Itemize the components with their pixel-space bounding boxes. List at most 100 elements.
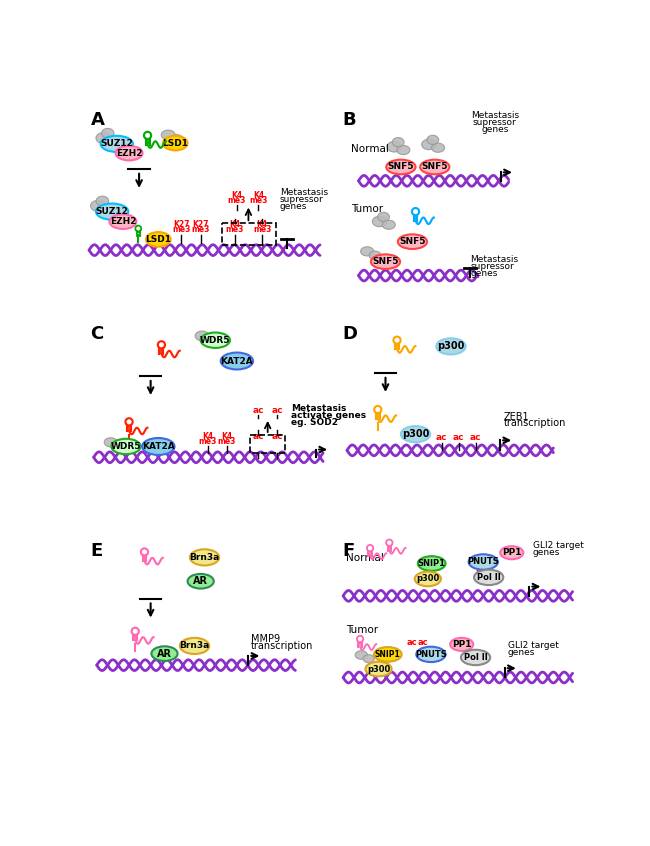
Text: SUZ12: SUZ12	[96, 207, 129, 216]
Text: ac: ac	[453, 433, 464, 442]
Ellipse shape	[107, 137, 120, 146]
Text: ac: ac	[253, 431, 264, 441]
Ellipse shape	[201, 332, 230, 348]
Text: supressor: supressor	[280, 195, 324, 205]
Text: SNF5: SNF5	[372, 257, 398, 266]
Ellipse shape	[221, 353, 253, 370]
Text: me3: me3	[227, 196, 246, 206]
Text: SUZ12: SUZ12	[100, 140, 133, 148]
Text: SNF5: SNF5	[399, 237, 426, 246]
Text: AR: AR	[157, 649, 172, 658]
Text: me3: me3	[192, 225, 210, 234]
Ellipse shape	[361, 247, 374, 256]
Text: me3: me3	[249, 196, 268, 206]
Text: K4: K4	[253, 190, 264, 200]
Ellipse shape	[469, 554, 498, 569]
Text: AR: AR	[193, 576, 208, 586]
Text: ac: ac	[436, 433, 447, 442]
Ellipse shape	[372, 217, 387, 227]
Ellipse shape	[132, 628, 139, 634]
Ellipse shape	[96, 204, 128, 220]
Text: Brn3a: Brn3a	[179, 641, 210, 651]
Ellipse shape	[418, 556, 445, 571]
Ellipse shape	[363, 655, 374, 662]
Ellipse shape	[146, 232, 171, 247]
Text: SNIP1: SNIP1	[418, 559, 446, 568]
Ellipse shape	[374, 647, 402, 662]
Ellipse shape	[96, 196, 109, 206]
Text: K4: K4	[257, 220, 268, 229]
Ellipse shape	[170, 135, 183, 144]
Ellipse shape	[401, 426, 430, 442]
Text: ac: ac	[271, 431, 283, 441]
Text: K4: K4	[202, 431, 213, 441]
Text: EZH2: EZH2	[116, 149, 142, 157]
Ellipse shape	[427, 135, 439, 145]
Text: genes: genes	[280, 202, 307, 212]
Text: p: p	[482, 564, 489, 574]
Text: Tumor: Tumor	[346, 625, 378, 634]
Ellipse shape	[190, 549, 219, 565]
Ellipse shape	[422, 140, 436, 150]
Ellipse shape	[387, 141, 402, 152]
Text: LSD1: LSD1	[162, 139, 188, 147]
Ellipse shape	[378, 212, 389, 222]
Text: transcription: transcription	[504, 419, 566, 428]
Ellipse shape	[371, 255, 400, 269]
Text: p300: p300	[402, 429, 429, 439]
Ellipse shape	[386, 540, 393, 546]
Text: supressor: supressor	[470, 261, 514, 271]
Text: Tumor: Tumor	[351, 204, 383, 214]
Text: Metastasis: Metastasis	[291, 404, 346, 413]
Text: E: E	[90, 542, 103, 560]
Text: genes: genes	[532, 548, 560, 557]
Text: me3: me3	[226, 225, 244, 234]
Text: C: C	[90, 325, 104, 343]
Ellipse shape	[393, 337, 400, 343]
Ellipse shape	[109, 214, 136, 229]
Text: K27: K27	[173, 220, 190, 229]
Text: ac: ac	[470, 433, 481, 442]
Ellipse shape	[450, 638, 473, 651]
Text: p300: p300	[437, 342, 465, 351]
Text: Metastasis: Metastasis	[280, 189, 328, 197]
Ellipse shape	[101, 129, 114, 138]
Ellipse shape	[195, 331, 209, 341]
Text: me3: me3	[218, 437, 236, 446]
Bar	[222, 223, 276, 244]
Ellipse shape	[382, 220, 395, 229]
Text: transcription: transcription	[251, 641, 313, 651]
Text: Metastasis: Metastasis	[471, 112, 519, 120]
Text: Pol II: Pol II	[477, 573, 500, 582]
Text: PP1: PP1	[452, 640, 471, 649]
Text: D: D	[343, 325, 358, 343]
Text: B: B	[343, 111, 356, 129]
Ellipse shape	[101, 136, 133, 152]
Ellipse shape	[161, 130, 175, 140]
Bar	[250, 435, 285, 453]
Text: p300: p300	[416, 574, 439, 584]
Ellipse shape	[432, 143, 445, 152]
Ellipse shape	[151, 646, 177, 661]
Text: KAT2A: KAT2A	[142, 442, 175, 451]
Text: PP1: PP1	[502, 548, 521, 558]
Text: Normal: Normal	[351, 144, 389, 154]
Ellipse shape	[144, 132, 151, 139]
Text: EZH2: EZH2	[110, 217, 136, 226]
Text: MMP9: MMP9	[251, 634, 280, 644]
Ellipse shape	[412, 208, 419, 215]
Ellipse shape	[369, 251, 381, 260]
Text: PNUTS: PNUTS	[467, 558, 499, 567]
Text: ac: ac	[271, 405, 283, 415]
Text: GLI2 target: GLI2 target	[532, 541, 584, 550]
Ellipse shape	[204, 336, 216, 344]
Text: me3: me3	[253, 225, 272, 234]
Text: GLI2 target: GLI2 target	[508, 641, 559, 651]
Ellipse shape	[180, 638, 209, 654]
Ellipse shape	[397, 146, 410, 155]
Text: activate genes: activate genes	[291, 411, 366, 420]
Text: K4: K4	[221, 431, 233, 441]
Ellipse shape	[116, 146, 142, 161]
Text: SNF5: SNF5	[387, 162, 414, 172]
Ellipse shape	[111, 439, 140, 454]
